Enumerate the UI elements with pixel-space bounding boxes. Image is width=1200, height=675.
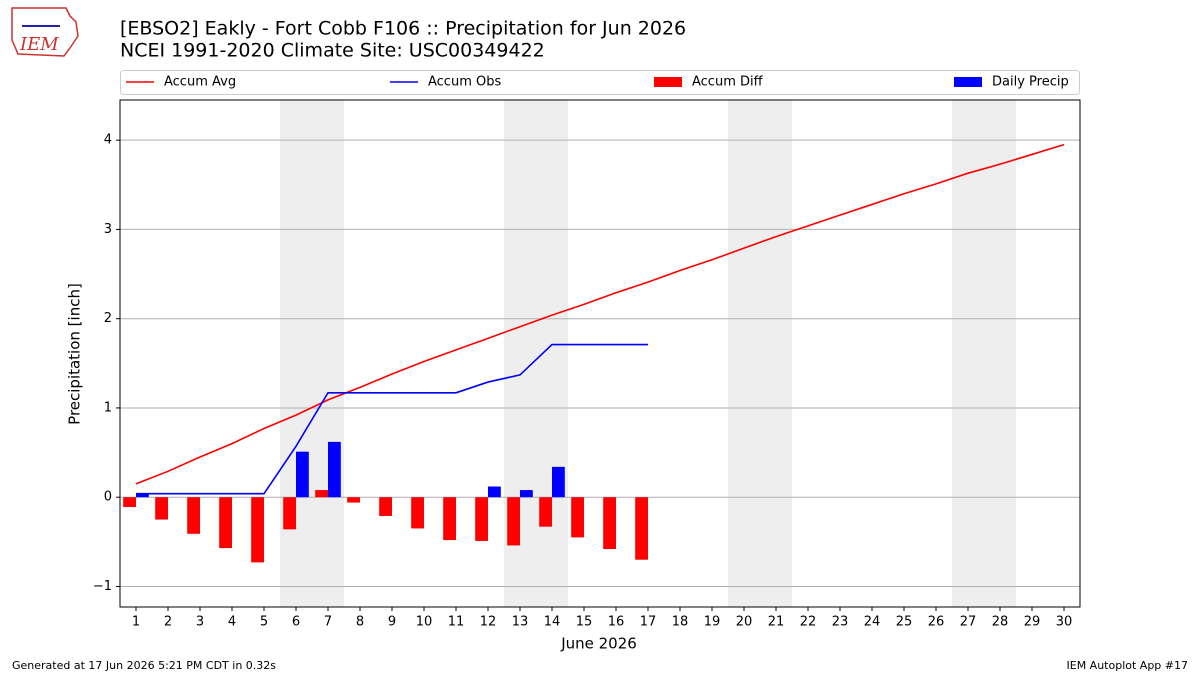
y-tick-label: 4 [104, 133, 112, 148]
x-tick-label: 1 [132, 615, 140, 630]
x-tick-label: 18 [672, 615, 689, 630]
bar [328, 441, 341, 498]
x-tick-label: 26 [928, 615, 945, 630]
x-tick-label: 3 [196, 615, 204, 630]
legend-label: Accum Avg [164, 75, 236, 90]
bar [520, 490, 533, 498]
x-tick-label: 19 [704, 615, 721, 630]
bar [155, 497, 168, 520]
x-tick-label: 20 [736, 615, 753, 630]
bar [283, 497, 296, 530]
bar [219, 497, 232, 549]
y-tick-label: 0 [104, 490, 112, 505]
bar [315, 490, 328, 498]
bar [187, 497, 200, 534]
x-axis-label: June 2026 [560, 635, 637, 653]
weekend-shade [728, 100, 792, 607]
x-tick-label: 23 [832, 615, 849, 630]
x-tick-label: 2 [164, 615, 172, 630]
bar [136, 493, 149, 498]
x-tick-label: 7 [324, 615, 332, 630]
bar [603, 497, 616, 549]
bar [411, 497, 424, 529]
logo: IEM [11, 7, 79, 57]
x-tick-label: 16 [608, 615, 625, 630]
footer-left: Generated at 17 Jun 2026 5:21 PM CDT in … [12, 659, 276, 672]
x-tick-label: 5 [260, 615, 268, 630]
x-tick-label: 24 [864, 615, 881, 630]
x-tick-label: 17 [640, 615, 657, 630]
chart-subtitle: NCEI 1991-2020 Climate Site: USC00349422 [120, 40, 545, 62]
x-tick-label: 14 [544, 615, 561, 630]
bar [507, 497, 520, 546]
x-tick-label: 29 [1024, 615, 1041, 630]
bar [123, 497, 136, 508]
bar [347, 497, 360, 503]
x-tick-label: 11 [448, 615, 465, 630]
x-tick-label: 13 [512, 615, 529, 630]
line-0 [135, 143, 1065, 485]
plot-frame [119, 99, 1081, 608]
x-tick-label: 10 [416, 615, 433, 630]
y-axis-label: Precipitation [inch] [66, 283, 84, 425]
bar [379, 497, 392, 516]
logo-text: IEM [19, 34, 59, 55]
bar [571, 497, 584, 538]
bar [475, 497, 488, 541]
logo-outline [11, 7, 79, 57]
x-tick-label: 6 [292, 615, 300, 630]
x-tick-label: 30 [1056, 615, 1073, 630]
bar [443, 497, 456, 541]
y-tick-label: 1 [104, 400, 112, 415]
y-tick-label: 2 [104, 311, 112, 326]
bar [488, 486, 501, 498]
legend-swatch [954, 77, 982, 87]
bar [251, 497, 264, 563]
legend-label: Accum Obs [428, 75, 501, 90]
x-tick-label: 8 [356, 615, 364, 630]
x-tick-label: 28 [992, 615, 1009, 630]
x-tick-label: 22 [800, 615, 817, 630]
footer-right: IEM Autoplot App #17 [1067, 659, 1189, 672]
weekend-shade [280, 100, 344, 607]
bar [296, 451, 309, 498]
legend-label: Accum Diff [692, 75, 764, 90]
x-tick-label: 15 [576, 615, 593, 630]
bar [552, 466, 565, 498]
legend-label: Daily Precip [992, 75, 1069, 90]
legend-box [120, 70, 1080, 95]
line-1 [136, 343, 648, 495]
bar [539, 497, 552, 527]
weekend-shade [952, 100, 1016, 607]
x-tick-label: 27 [960, 615, 977, 630]
x-tick-label: 12 [480, 615, 497, 630]
y-tick-label: −1 [93, 579, 112, 594]
x-tick-label: 25 [896, 615, 913, 630]
y-tick-label: 3 [104, 222, 112, 237]
legend-swatch [654, 77, 682, 87]
chart-title: [EBSO2] Eakly - Fort Cobb F106 :: Precip… [120, 18, 686, 40]
x-tick-label: 4 [228, 615, 236, 630]
x-tick-label: 9 [388, 615, 396, 630]
x-tick-label: 21 [768, 615, 785, 630]
bar [635, 497, 648, 560]
